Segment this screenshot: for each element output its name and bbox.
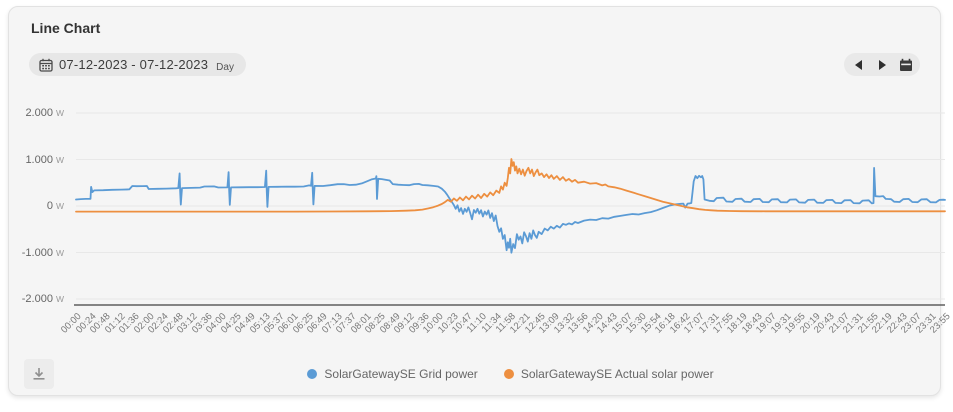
chevron-right-icon	[878, 59, 886, 70]
legend-label: SolarGatewaySE Actual solar power	[520, 367, 714, 381]
chart-legend: SolarGatewaySE Grid power SolarGatewaySE…	[76, 364, 945, 384]
x-axis-label: 19:31	[768, 311, 794, 336]
x-axis-label: 04:00	[204, 311, 229, 336]
x-axis-label: 11:10	[465, 311, 490, 336]
x-axis-label: 18:19	[725, 311, 751, 336]
range-mode-label: Day	[216, 62, 234, 73]
x-axis-label: 16:18	[653, 311, 678, 336]
previous-period-button[interactable]	[848, 55, 868, 75]
date-navigation	[844, 53, 920, 76]
x-axis-label: 15:07	[609, 311, 635, 336]
x-axis-label: 06:49	[305, 311, 330, 336]
x-axis-label: 09:12	[392, 311, 417, 336]
x-axis-label: 19:55	[783, 311, 808, 336]
x-axis-label: 08:25	[363, 311, 388, 336]
calendar-icon	[899, 58, 913, 72]
x-axis-label: 04:49	[232, 311, 258, 336]
series-line-0	[75, 166, 946, 254]
y-axis-label: 1.000 W	[25, 153, 64, 166]
x-axis-label: 01:36	[117, 311, 142, 336]
x-axis-label: 08:49	[377, 311, 403, 336]
chevron-left-icon	[854, 59, 862, 70]
date-range-picker[interactable]: 07-12-2023 - 07-12-2023 Day	[29, 53, 246, 76]
x-axis-label: 01:12	[102, 311, 128, 336]
y-axis-label: -1.000 W	[21, 246, 64, 259]
x-axis-label: 15:30	[624, 311, 649, 336]
calendar-icon	[39, 58, 53, 72]
page-title: Line Chart	[31, 20, 101, 36]
x-axis-label: 14:43	[595, 311, 620, 336]
x-axis-label: 23:31	[913, 311, 939, 336]
date-range-text: 07-12-2023 - 07-12-2023	[59, 57, 209, 72]
download-button[interactable]	[24, 359, 54, 389]
x-axis-label: 21:55	[855, 311, 881, 336]
x-axis-label: 21:31	[841, 311, 866, 336]
x-axis-label: 19:07	[754, 311, 779, 336]
x-axis-label: 23:55	[928, 311, 953, 336]
x-axis-label: 11:58	[494, 311, 519, 336]
x-axis-label: 13:32	[551, 311, 577, 336]
jump-to-date-button[interactable]	[896, 55, 916, 75]
legend-item-solar-power[interactable]: SolarGatewaySE Actual solar power	[503, 367, 714, 381]
x-axis-label: 12:21	[508, 311, 533, 336]
x-axis-label: 10:00	[421, 311, 446, 336]
x-axis-label: 12:45	[522, 311, 548, 336]
legend-label: SolarGatewaySE Grid power	[324, 367, 478, 381]
legend-item-grid-power[interactable]: SolarGatewaySE Grid power	[307, 367, 478, 381]
x-axis-label: 22:43	[884, 311, 910, 336]
x-axis-label: 13:09	[537, 311, 562, 336]
download-icon	[31, 366, 47, 382]
x-axis-label: 00:24	[73, 311, 99, 336]
y-axis-label: -2.000 W	[21, 293, 64, 305]
x-axis-label: 02:48	[160, 311, 186, 336]
x-axis-label: 17:31	[696, 311, 722, 336]
legend-dot-blue	[307, 369, 318, 379]
x-axis-label: 20:19	[797, 311, 823, 336]
x-axis-label: 08:01	[348, 311, 374, 336]
line-chart-card: Line Chart 07-12-2023 - 07-12-2023 Day	[8, 6, 953, 396]
x-axis-label: 10:47	[450, 311, 475, 336]
x-axis-label: 13:56	[566, 311, 591, 336]
x-axis-label: 05:13	[247, 311, 273, 336]
x-axis-label: 17:07	[681, 311, 707, 336]
x-axis-label: 16:42	[667, 311, 693, 336]
x-axis-label: 06:01	[276, 311, 302, 336]
x-axis-label: 22:19	[870, 311, 895, 336]
x-axis-label: 17:55	[710, 311, 736, 336]
x-axis-label: 18:43	[739, 311, 765, 336]
x-axis-label: 10:23	[435, 311, 461, 336]
y-axis-label: 2.000 W	[25, 107, 64, 119]
x-axis-label: 06:25	[290, 311, 316, 336]
x-axis-label: 00:00	[59, 311, 84, 336]
x-axis-label: 03:36	[189, 311, 215, 336]
x-axis-label: 02:00	[131, 311, 157, 336]
series-line-1	[75, 158, 946, 213]
x-axis-label: 21:07	[826, 311, 852, 336]
x-axis-label: 03:12	[175, 311, 200, 336]
x-axis-label: 02:24	[146, 311, 171, 336]
x-axis-label: 05:37	[261, 311, 287, 336]
x-axis-label: 09:36	[406, 311, 432, 336]
x-axis-label: 00:48	[88, 311, 113, 336]
next-period-button[interactable]	[872, 55, 892, 75]
x-axis-label: 14:20	[580, 311, 606, 336]
x-axis-label: 15:54	[638, 311, 664, 336]
x-axis-label: 04:25	[218, 311, 244, 336]
x-axis-label: 07:37	[334, 311, 359, 336]
x-axis-label: 07:13	[319, 311, 345, 336]
legend-dot-orange	[503, 369, 514, 379]
x-axis-label: 20:43	[812, 311, 837, 336]
x-axis-label: 23:07	[899, 311, 924, 336]
x-axis-label: 11:34	[479, 311, 504, 336]
